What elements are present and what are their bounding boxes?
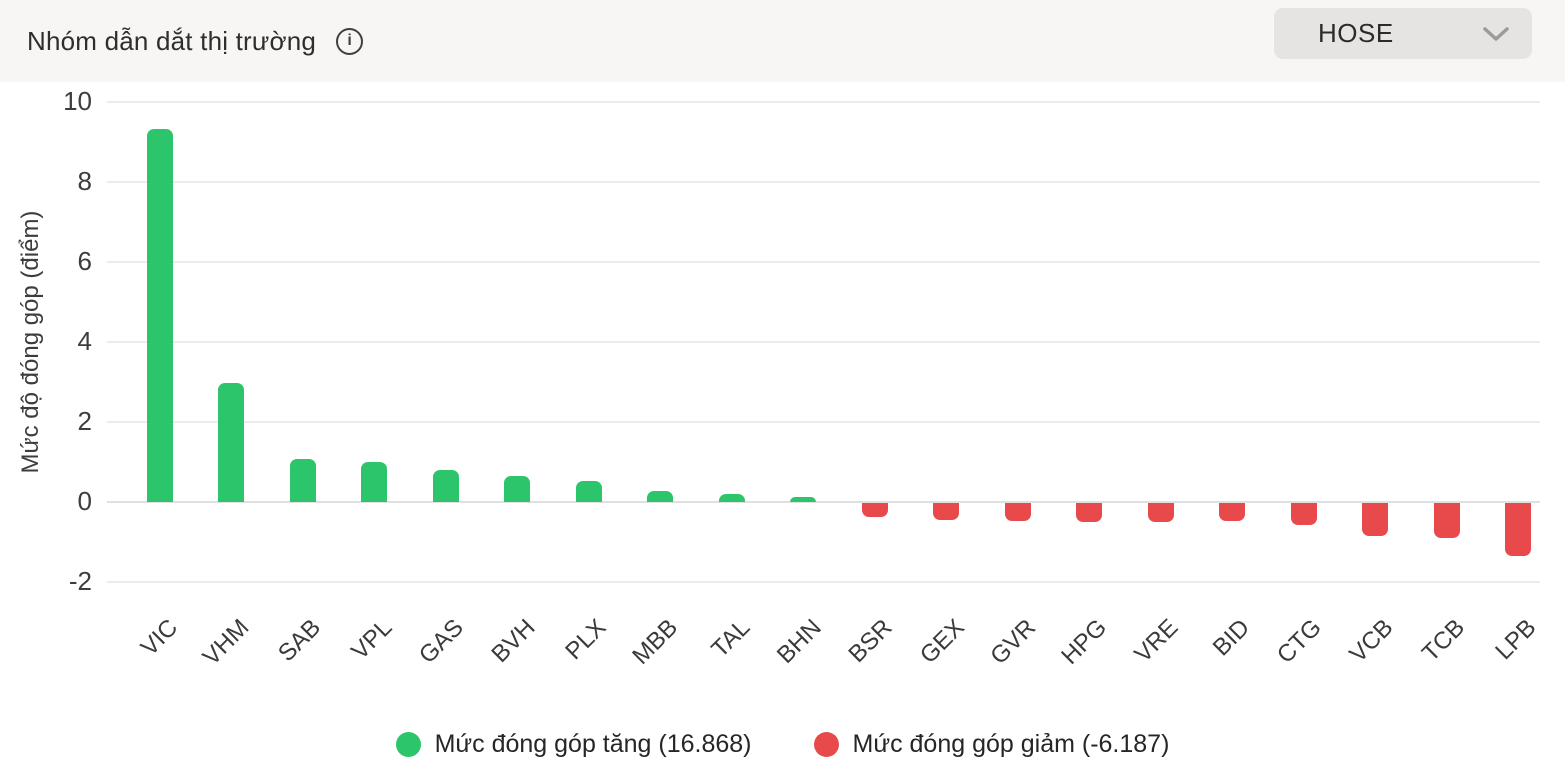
gridline-y-6 [107, 261, 1540, 263]
gridline-y--2 [107, 581, 1540, 583]
bar-PLX[interactable] [575, 480, 602, 502]
page-title: Nhóm dẫn dắt thị trường [27, 25, 317, 56]
widget-header: Nhóm dẫn dắt thị trường i HOSE [0, 0, 1565, 82]
y-tick-label-2: 2 [77, 406, 92, 436]
y-tick-label-6: 6 [77, 246, 92, 276]
gridline-y-10 [107, 101, 1540, 103]
y-tick-label-0: 0 [77, 486, 92, 516]
legend-dot-decrease-icon [813, 732, 839, 757]
bar-VIC[interactable] [146, 129, 173, 502]
bar-BVH[interactable] [504, 476, 531, 502]
legend-label-increase: Mức đóng góp tăng (16.868) [434, 730, 752, 758]
bar-SAB[interactable] [289, 458, 316, 502]
y-tick-label-10: 10 [63, 86, 92, 116]
bar-TCB[interactable] [1433, 503, 1460, 539]
y-tick-label-4: 4 [77, 326, 92, 356]
gridline-y-8 [107, 181, 1540, 183]
bar-BSR[interactable] [861, 503, 888, 518]
legend-dot-increase-icon [395, 732, 421, 757]
bar-CTG[interactable] [1290, 503, 1317, 526]
bar-GVR[interactable] [1004, 503, 1031, 521]
bar-VPL[interactable] [361, 462, 388, 502]
legend-label-decrease: Mức đóng góp giảm (-6.187) [852, 730, 1170, 758]
bar-BID[interactable] [1219, 503, 1246, 522]
bar-VHM[interactable] [218, 383, 245, 502]
y-tick-label--2: -2 [68, 566, 92, 596]
gridline-y-4 [107, 341, 1540, 343]
exchange-dropdown[interactable]: HOSE [1274, 8, 1532, 59]
bar-VRE[interactable] [1147, 503, 1174, 523]
exchange-dropdown-value: HOSE [1318, 18, 1394, 48]
bar-HPG[interactable] [1076, 503, 1103, 523]
info-circle-icon[interactable]: i [336, 27, 364, 55]
bar-LPB[interactable] [1505, 503, 1532, 556]
bar-TAL[interactable] [718, 494, 745, 502]
chevron-down-icon [1482, 26, 1510, 42]
legend-item-decrease[interactable]: Mức đóng góp giảm (-6.187) [813, 730, 1170, 759]
legend-item-increase[interactable]: Mức đóng góp tăng (16.868) [395, 730, 752, 759]
bar-BHN[interactable] [790, 496, 817, 502]
gridline-y-2 [107, 421, 1540, 423]
bar-GEX[interactable] [933, 503, 960, 520]
chart-legend: Mức đóng góp tăng (16.868) Mức đóng góp … [0, 730, 1565, 759]
bar-MBB[interactable] [647, 490, 674, 502]
bar-GAS[interactable] [432, 470, 459, 502]
gridline-y-0 [107, 501, 1540, 503]
bar-VCB[interactable] [1362, 503, 1389, 536]
y-tick-label-8: 8 [77, 166, 92, 196]
